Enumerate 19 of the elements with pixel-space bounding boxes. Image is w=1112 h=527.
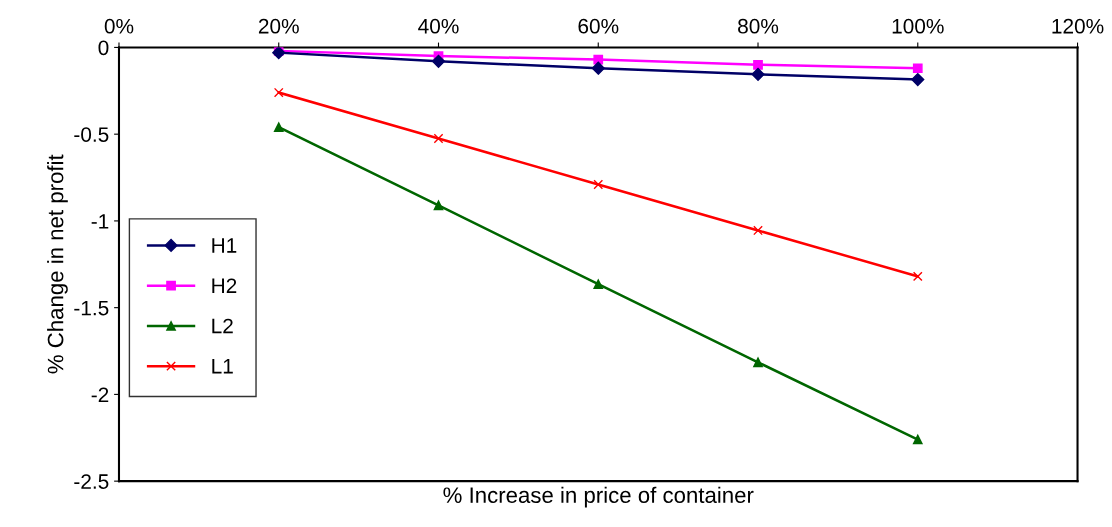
y-tick-label: -1 [91,214,109,229]
legend-label: H1 [212,238,237,253]
legend-label: L2 [212,318,233,334]
y-tick-label: -2 [91,387,109,402]
y-tick-label: -2.5 [74,474,109,489]
x-tick-label: 80% [738,18,779,34]
y-tick-label: 0 [98,40,109,56]
x-tick-label: 40% [418,18,459,34]
y-tick-label: -1.5 [74,300,109,316]
x-tick-label: 100% [892,18,944,34]
y-axis-title: % Change in net profit [47,154,68,374]
x-tick-label: 20% [258,18,299,34]
x-tick-label: 0% [104,18,134,34]
x-axis-title: % Increase in price of container [443,486,754,508]
legend-label: L1 [212,359,233,374]
x-tick-label: 60% [578,18,619,34]
y-tick-label: -0.5 [74,127,109,142]
legend-label: H2 [212,278,237,293]
x-tick-label: 120% [1052,18,1104,34]
